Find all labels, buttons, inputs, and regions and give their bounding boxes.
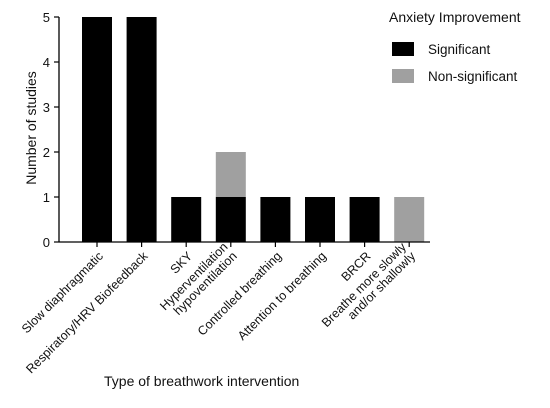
- x-tick-label-5: Attention to breathing: [235, 249, 329, 343]
- bar-significant-3: [215, 197, 246, 242]
- legend-swatch-0: [392, 42, 414, 56]
- y-tick-label-3: 3: [43, 100, 50, 115]
- legend-label-1: Non-significant: [428, 69, 518, 84]
- y-tick-label-4: 4: [43, 55, 50, 70]
- axes-group: [58, 17, 430, 243]
- bars-group: [82, 17, 425, 242]
- bar-non-significant-3: [215, 152, 246, 197]
- bar-significant-4: [260, 197, 291, 242]
- y-ticks-group: 0 1 2 3 4 5: [43, 10, 59, 250]
- legend-label-0: Significant: [428, 42, 491, 57]
- y-tick-label-2: 2: [43, 145, 50, 160]
- bar-significant-5: [305, 197, 335, 242]
- bar-significant-2: [171, 197, 202, 242]
- legend-title: Anxiety Improvement: [389, 9, 521, 25]
- y-tick-label-5: 5: [43, 10, 50, 25]
- bar-significant-0: [82, 17, 112, 242]
- x-axis-title: Type of breathwork intervention: [104, 373, 299, 389]
- bar-significant-6: [349, 197, 380, 242]
- y-axis-title: Number of studies: [23, 71, 39, 185]
- legend-items: Significant Non-significant: [392, 42, 518, 84]
- bar-significant-1: [126, 17, 157, 242]
- bar-non-significant-7: [394, 197, 425, 242]
- legend: Anxiety Improvement Significant Non-signi…: [389, 9, 521, 84]
- legend-swatch-1: [392, 69, 414, 83]
- x-tick-label-0: Slow diaphragmatic: [19, 249, 106, 336]
- y-tick-label-1: 1: [43, 190, 50, 205]
- y-tick-label-0: 0: [43, 235, 50, 250]
